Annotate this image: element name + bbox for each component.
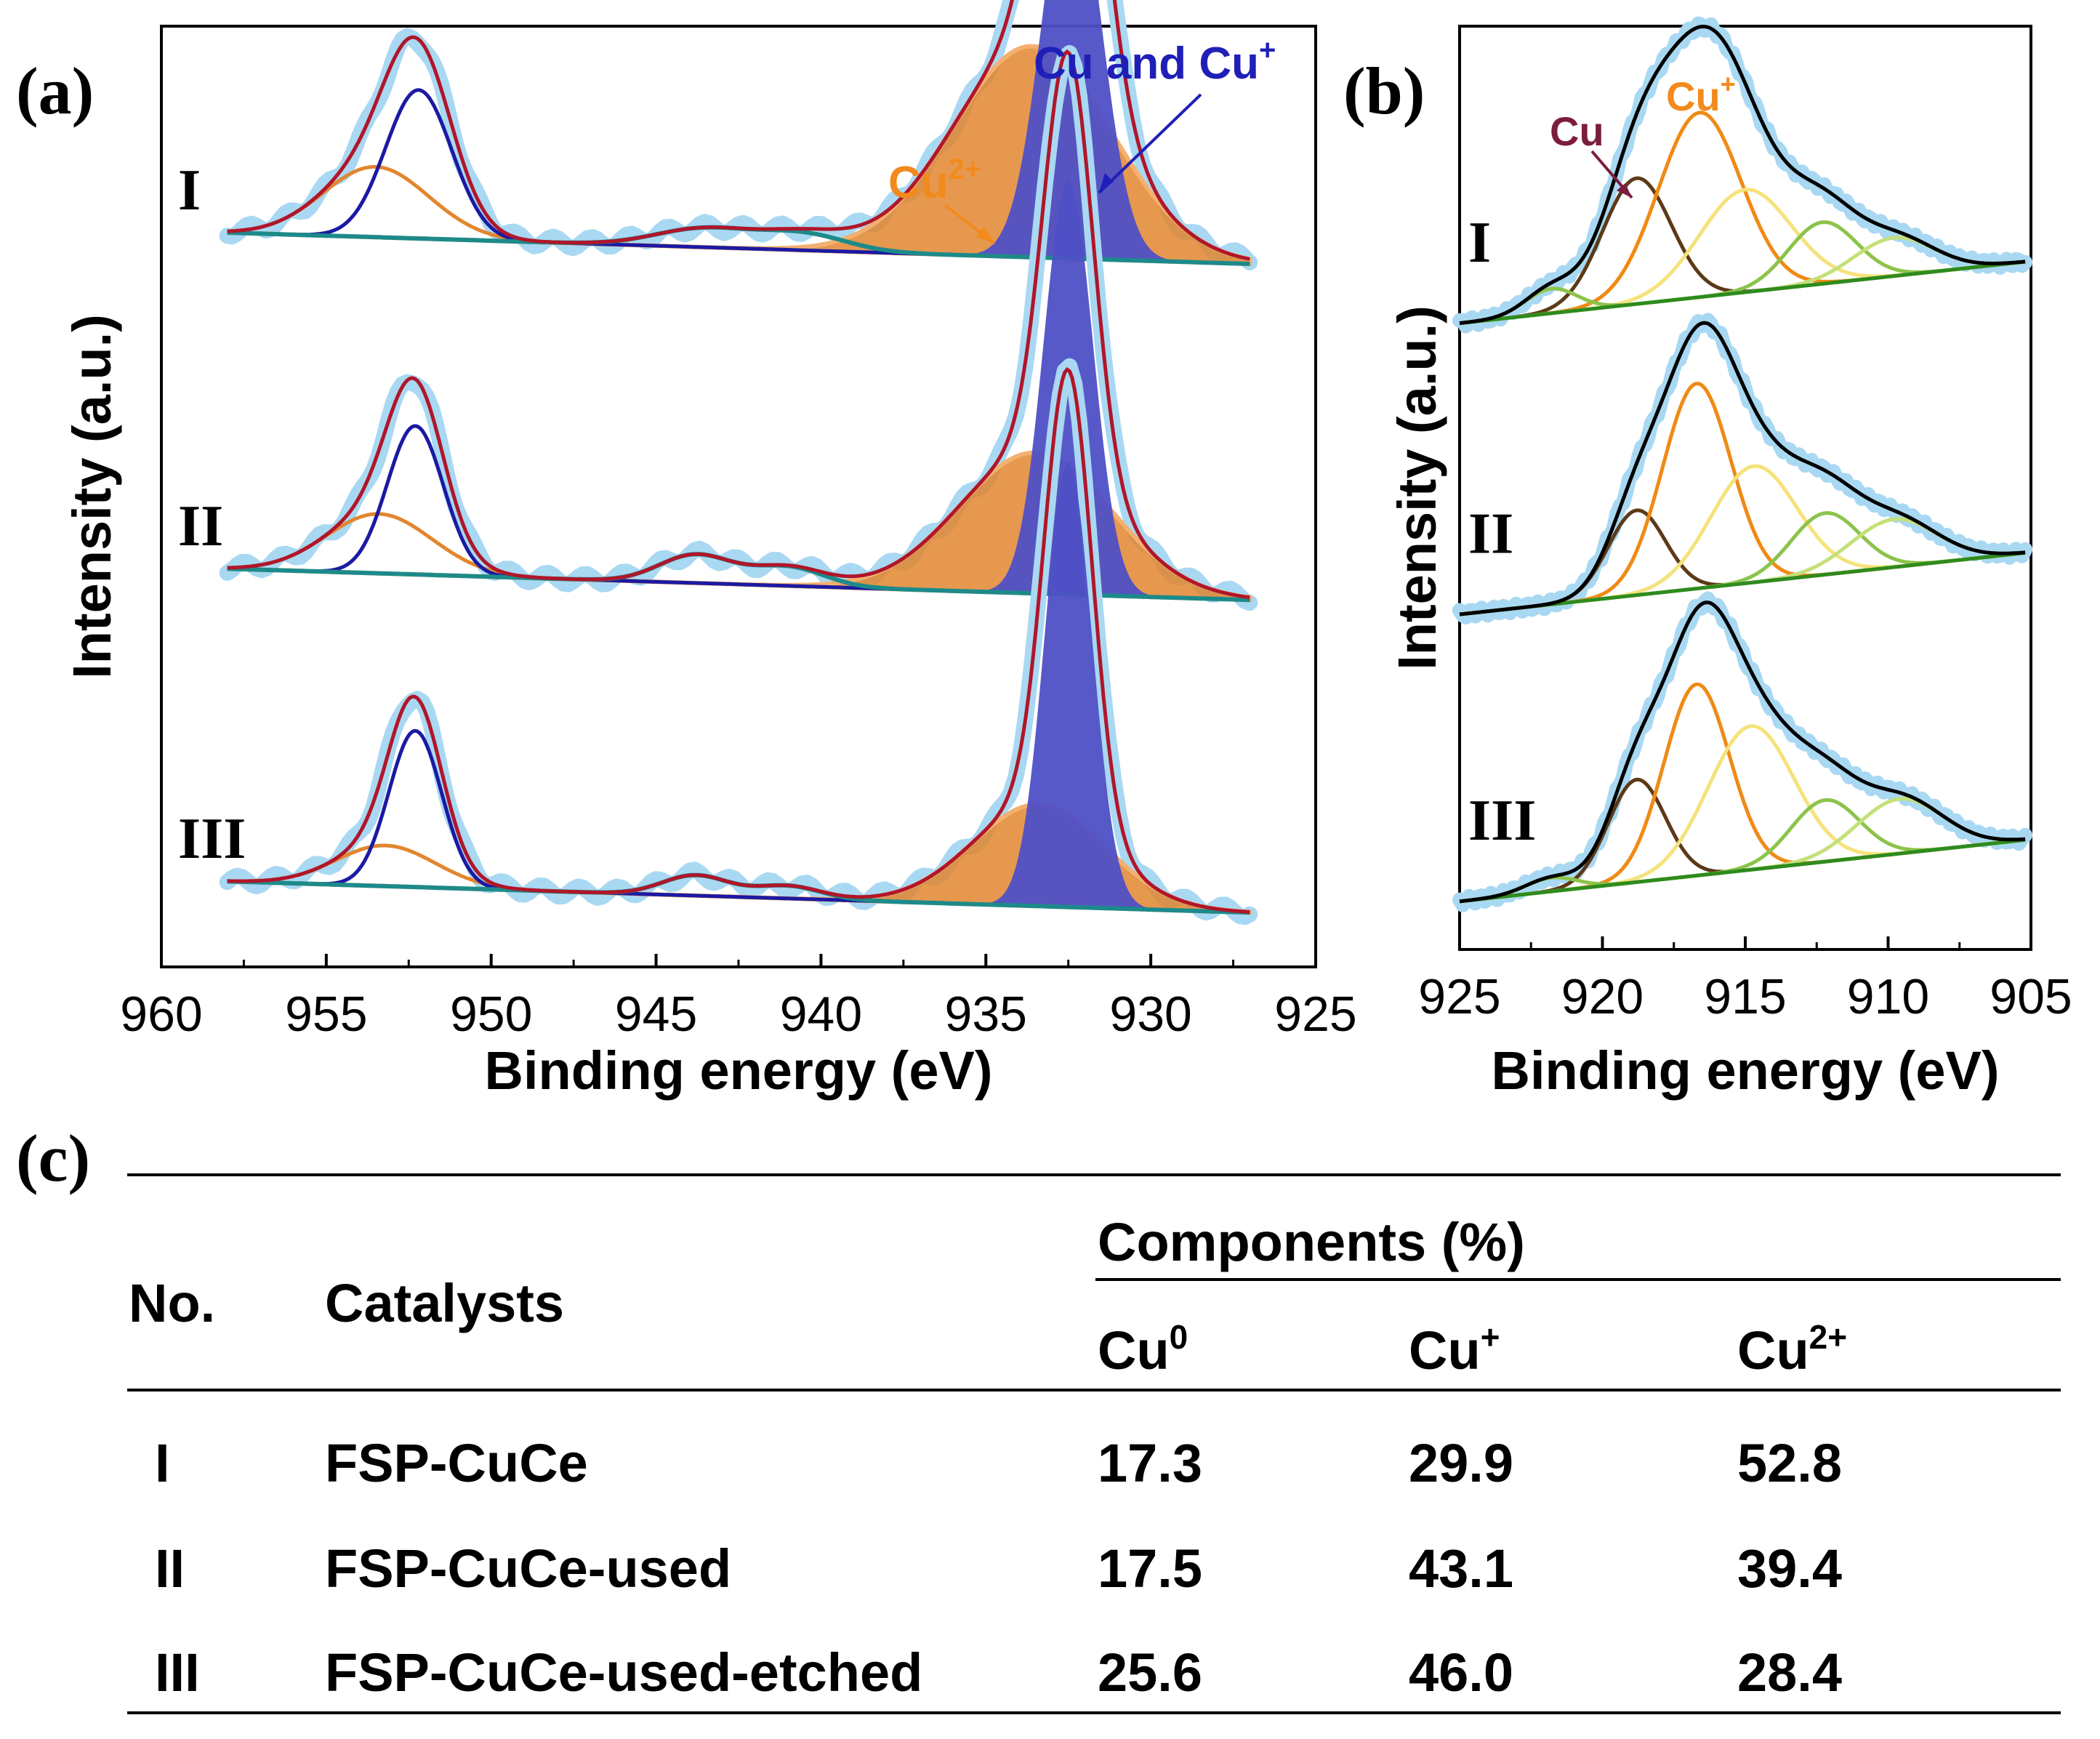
table-bottom-rule xyxy=(127,1711,2061,1714)
x-tick-label-b: 925 xyxy=(1418,969,1500,1024)
x-tick-label-b: 910 xyxy=(1847,969,1929,1024)
chart-b-cu-lmm-spectra: 925 920 915 910 905 Binding energy (eV) Intens… xyxy=(1387,16,2072,1101)
header-cu2plus: Cu2+ xyxy=(1737,1318,1848,1381)
x-tick-label-a: 960 xyxy=(120,987,202,1042)
x-tick-label-a: 940 xyxy=(780,987,862,1042)
fit-envelope xyxy=(1459,321,2026,617)
panel-label-b: (b) xyxy=(1343,54,1425,128)
row-3-no: III xyxy=(155,1642,200,1703)
row-1-cu0: 17.3 xyxy=(1098,1433,1203,1493)
x-axis-label-b: Binding energy (eV) xyxy=(1492,1040,2000,1101)
raw-data-points xyxy=(1452,16,2033,334)
components-table: No. Catalysts Components (%) Cu0 Cu+ Cu2… xyxy=(127,1170,2061,1723)
header-cuplus: Cu+ xyxy=(1409,1318,1500,1381)
x-tick-label-a: 935 xyxy=(945,987,1027,1042)
panel-label-a: (a) xyxy=(16,54,94,128)
sample-label-a: I xyxy=(178,158,201,222)
header-cu0: Cu0 xyxy=(1098,1318,1188,1381)
spectrum-a-II: II xyxy=(178,45,1258,611)
annotation-cu-cuplus: Cu and Cu+ xyxy=(1034,34,1276,89)
row-1-catalyst: FSP-CuCe xyxy=(325,1433,588,1493)
x-tick-label-b: 905 xyxy=(1990,969,2072,1024)
annotation-cu-b-arrowhead xyxy=(1617,183,1632,198)
table-top-rule xyxy=(127,1173,2061,1176)
fit-envelope xyxy=(227,0,1250,261)
header-bottom-rule xyxy=(127,1389,2061,1391)
fit-envelope xyxy=(227,366,1250,914)
header-no: No. xyxy=(129,1273,216,1333)
annotation-cu2plus-arrowhead xyxy=(976,227,994,244)
cu-cuplus-peak-fill xyxy=(227,462,1250,913)
sample-label-b: III xyxy=(1468,789,1536,853)
row-2-catalyst: FSP-CuCe-used xyxy=(325,1538,732,1599)
raw-data-points xyxy=(1452,313,2033,624)
row-3-cu2plus: 28.4 xyxy=(1737,1642,1843,1703)
raw-data-points xyxy=(1452,591,2033,912)
row-1-no: I xyxy=(155,1433,170,1493)
fit-envelope xyxy=(227,49,1250,600)
row-1-cuplus: 29.9 xyxy=(1409,1433,1514,1493)
fit-envelope xyxy=(1459,24,2026,325)
row-3-catalyst: FSP-CuCe-used-etched xyxy=(325,1642,923,1703)
x-axis-label-a: Binding energy (eV) xyxy=(485,1040,993,1101)
annotations-a: Cu and Cu+ Cu2+ xyxy=(888,34,1276,245)
spectrum-b-II: II xyxy=(1452,313,2033,624)
y-axis-label-a: Intensity (a.u.) xyxy=(62,314,122,679)
x-tick-label-a: 930 xyxy=(1109,987,1191,1042)
baseline xyxy=(1459,838,2026,904)
sample-label-b: II xyxy=(1468,502,1513,566)
sample-label-b: I xyxy=(1468,211,1491,275)
raw-data-points xyxy=(219,0,1258,271)
spectrum-a-III: III xyxy=(178,358,1258,925)
xps-charts: 960 955 950 945 940 935 930 925 Binding energy (… xyxy=(62,0,2072,1101)
panel-label-c: (c) xyxy=(16,1121,91,1195)
annotation-cu2plus: Cu2+ xyxy=(888,153,981,208)
x-tick-label-b: 920 xyxy=(1561,969,1644,1024)
row-2-cuplus: 43.1 xyxy=(1409,1538,1514,1599)
x-tick-label-a: 955 xyxy=(285,987,367,1042)
annotation-cu-b: Cu xyxy=(1550,108,1604,154)
annotations-b: Cu Cu+ xyxy=(1550,69,1736,199)
row-3-cu0: 25.6 xyxy=(1098,1642,1203,1703)
y-axis-label-b: Intensity (a.u.) xyxy=(1387,305,1447,670)
x-tick-label-a: 945 xyxy=(615,987,697,1042)
x-tick-label-a: 950 xyxy=(450,987,532,1042)
header-catalysts: Catalysts xyxy=(325,1273,565,1333)
sample-label-a: III xyxy=(178,807,246,871)
cu2plus-peak-fill xyxy=(227,46,1250,264)
annotation-cu-cuplus-arrow xyxy=(1098,93,1202,194)
cu2plus-peak-fill xyxy=(227,804,1250,913)
row-2-no: II xyxy=(155,1538,185,1599)
chart-a-cu2p-spectra: 960 955 950 945 940 935 930 925 Binding energy (… xyxy=(62,0,1357,1101)
spectrum-b-III: III xyxy=(1452,591,2033,912)
spectrum-b-I: I xyxy=(1452,16,2033,334)
row-1-cu2plus: 52.8 xyxy=(1737,1433,1843,1493)
components-underline xyxy=(1095,1278,2061,1281)
x-tick-label-a: 925 xyxy=(1274,987,1356,1042)
row-3-cuplus: 46.0 xyxy=(1409,1642,1514,1703)
baseline xyxy=(1459,260,2026,326)
sample-label-a: II xyxy=(178,494,223,558)
fit-envelope xyxy=(1459,601,2026,904)
row-2-cu2plus: 39.4 xyxy=(1737,1538,1843,1599)
cu-cuplus-peak-fill xyxy=(227,180,1250,601)
cu2plus-peak-fill xyxy=(227,452,1250,601)
row-2-cu0: 17.5 xyxy=(1098,1538,1203,1599)
annotation-cuplus-b: Cu+ xyxy=(1666,69,1736,119)
x-tick-label-b: 915 xyxy=(1704,969,1786,1024)
header-components: Components (%) xyxy=(1098,1212,1525,1272)
annotation-cu-cuplus-arrowhead xyxy=(1099,173,1114,193)
